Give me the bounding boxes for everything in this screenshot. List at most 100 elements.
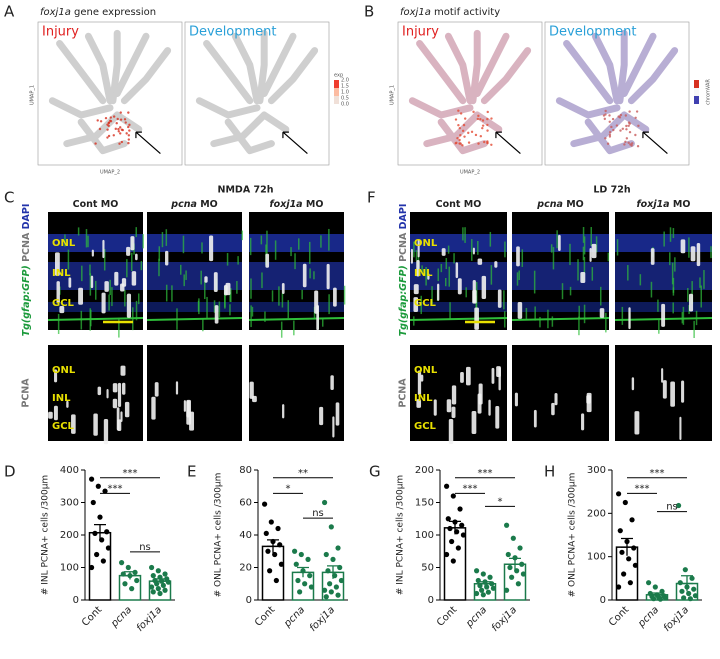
umap-cells <box>627 47 679 105</box>
pcna-cell <box>104 281 109 292</box>
umap-cells <box>120 47 172 105</box>
pcna-cell <box>427 273 430 280</box>
umap-cell <box>107 134 111 138</box>
glia-signal <box>590 227 592 247</box>
glia-signal <box>415 250 418 261</box>
pcna-cell <box>471 410 477 435</box>
gene-name: foxj1a <box>40 7 71 18</box>
data-point <box>479 587 485 593</box>
significance-label: ns <box>666 502 678 513</box>
pcna-cell <box>91 249 94 257</box>
glia-signal <box>137 293 140 305</box>
data-point <box>322 587 328 593</box>
umap-cell <box>119 118 123 121</box>
significance-label: * <box>286 483 291 494</box>
channel-label: Tg(gfap:GFP) PCNA DAPI <box>398 204 409 337</box>
nuclear-layer <box>410 234 507 252</box>
layer-label: INL <box>414 393 433 404</box>
pcna-cell <box>120 365 126 376</box>
umap-cell <box>628 122 632 125</box>
umap-cell <box>636 145 640 148</box>
umap-cell <box>107 121 110 125</box>
umap-cell <box>634 116 637 119</box>
data-point <box>457 506 463 512</box>
umap-cells <box>195 97 261 119</box>
column-label: Cont MO <box>73 199 119 210</box>
x-tick-label: foxj1a <box>662 604 692 634</box>
data-point <box>162 571 168 577</box>
data-point <box>298 551 304 558</box>
data-point <box>662 595 669 601</box>
data-point <box>689 575 695 581</box>
pcna-cell <box>472 280 476 304</box>
y-tick-label: 60 <box>239 498 252 509</box>
data-point <box>293 561 299 567</box>
glia-signal <box>249 237 252 256</box>
column-name: foxj1a <box>637 199 670 210</box>
glia-signal <box>135 300 138 321</box>
glia-signal <box>671 262 674 285</box>
nuclear-layer <box>48 234 143 252</box>
pcna-cell <box>302 263 307 288</box>
glia-signal <box>561 283 564 300</box>
glia-signal <box>577 259 579 281</box>
umap-cell <box>604 113 607 116</box>
pcna-cell <box>451 406 456 418</box>
umap-cell <box>114 127 117 131</box>
legend-tick: 1.0 <box>341 90 349 96</box>
umap-cell <box>459 134 462 137</box>
data-point <box>295 577 301 584</box>
umap-cells <box>469 29 481 105</box>
umap-cell <box>115 121 118 125</box>
data-point <box>657 596 663 602</box>
pcna-cell <box>335 402 340 426</box>
data-point <box>459 522 465 528</box>
umap-cell <box>637 124 640 127</box>
channel-dapi: DAPI <box>21 204 32 230</box>
pcna-cell <box>117 382 122 407</box>
data-point <box>616 491 622 497</box>
pcna-cell <box>481 275 487 300</box>
glia-signal <box>278 286 280 306</box>
pcna-cell <box>281 283 285 294</box>
pcna-cell <box>112 398 118 409</box>
panel-letter: H <box>544 463 555 481</box>
glia-signal <box>224 291 226 309</box>
column-label: foxj1a MO <box>637 199 691 210</box>
umap-cell <box>117 130 120 133</box>
channel-label: Tg(gfap:GFP) PCNA DAPI <box>21 204 32 337</box>
glia-signal <box>583 257 586 273</box>
significance-label: ns <box>139 542 151 553</box>
arrow <box>495 131 521 155</box>
layer-label: ONL <box>414 238 438 249</box>
column-label: pcna MO <box>536 199 583 210</box>
umap-cells <box>210 111 290 148</box>
legend-tick: 0.0 <box>341 102 349 108</box>
umap-cell <box>486 117 489 121</box>
x-tick-label: pcna <box>109 604 135 630</box>
pcna-cell <box>498 367 501 391</box>
glia-signal <box>688 237 690 258</box>
glia-signal <box>504 241 506 258</box>
umap-cells <box>84 32 114 105</box>
umap-cell <box>458 142 461 145</box>
pcna-cell <box>165 250 169 266</box>
glia-signal <box>293 320 295 336</box>
glia-signal <box>425 266 427 286</box>
glia-border <box>409 317 508 321</box>
glia-signal <box>674 257 676 272</box>
channel-dapi: DAPI <box>398 204 409 230</box>
x-tick-label: foxj1a <box>490 604 520 634</box>
data-point <box>335 545 341 551</box>
umap-cell <box>608 131 612 134</box>
glia-signal <box>672 277 675 293</box>
error-bar <box>479 581 491 586</box>
data-point <box>149 584 155 590</box>
pcna-cell <box>591 243 597 259</box>
glia-signal <box>605 312 607 333</box>
data-point <box>617 528 623 534</box>
glia-signal <box>534 306 536 321</box>
data-point <box>94 551 100 558</box>
pcna-cell <box>413 284 419 295</box>
umap-cells <box>437 118 488 155</box>
